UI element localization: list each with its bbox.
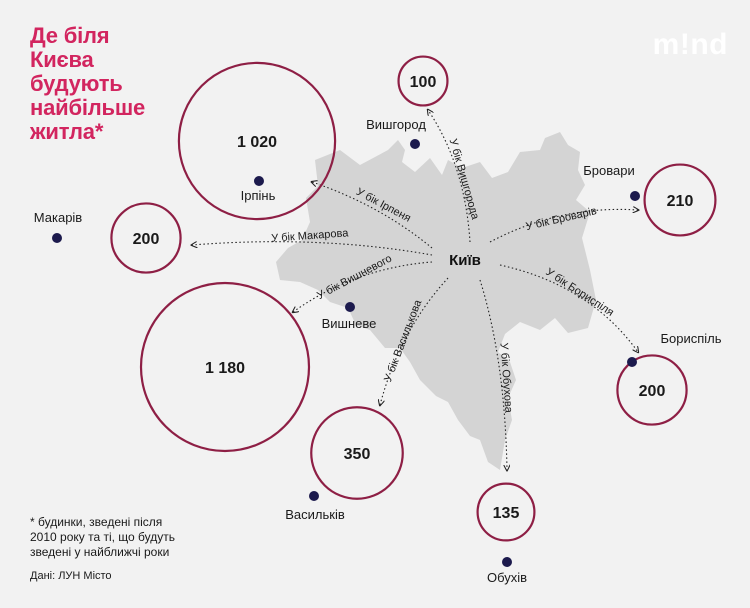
- bubble-value: 135: [493, 505, 520, 522]
- bubble-circle: [110, 202, 182, 274]
- kyiv-city-shape: [276, 132, 596, 470]
- bubble-value: 200: [639, 383, 666, 400]
- town-label: Вишгород: [366, 117, 426, 132]
- title-line: будують: [30, 71, 123, 96]
- data-source: Дані: ЛУН Місто: [30, 570, 112, 582]
- direction-arrow: [489, 209, 638, 243]
- footnote-line: 2010 року та ті, що будуть: [30, 530, 176, 544]
- town-label: Бориспіль: [660, 331, 721, 346]
- footnote-line: зведені у найближчі роки: [30, 545, 170, 559]
- direction-label: У бік Обухова: [498, 342, 515, 414]
- bubble-value: 1 020: [237, 134, 277, 151]
- title-line: Де біля: [30, 23, 110, 48]
- footnote: * будинки, зведені після 2010 року та ті…: [30, 515, 230, 560]
- town-label: Обухів: [487, 570, 527, 585]
- bubble-value: 1 180: [205, 360, 245, 377]
- town-dot: [309, 491, 319, 501]
- direction-arrow: [428, 110, 471, 243]
- town-dot: [410, 139, 420, 149]
- town-label: Вишневе: [322, 316, 377, 331]
- chart-title: Де біля Києва будують найбільше житла*: [30, 24, 170, 144]
- bubble-circle: [616, 354, 688, 426]
- town-label: Бровари: [583, 163, 634, 178]
- bubble-circle: [643, 163, 717, 237]
- direction-label: У бік Макарова: [271, 227, 350, 244]
- town-dot: [254, 176, 264, 186]
- direction-arrow: [192, 241, 433, 256]
- bubble-value: 210: [667, 193, 694, 210]
- direction-arrow: [293, 261, 433, 312]
- center-city-label: Київ: [449, 252, 481, 269]
- bubble-value: 200: [133, 231, 160, 248]
- bubble-circle: [397, 55, 449, 107]
- direction-arrow: [479, 279, 507, 470]
- bubble-value: 350: [344, 446, 371, 463]
- town-label: Васильків: [285, 507, 345, 522]
- town-label: Макарів: [34, 210, 83, 225]
- direction-arrow: [380, 277, 449, 405]
- town-dot: [630, 191, 640, 201]
- town-dot: [627, 357, 637, 367]
- town-dot: [345, 302, 355, 312]
- bubble-circle: [476, 482, 536, 542]
- bubble-circle: [139, 281, 311, 453]
- mind-logo: m!nd: [652, 28, 728, 61]
- title-line: житла*: [30, 119, 104, 144]
- footnote-line: * будинки, зведені після: [30, 515, 163, 529]
- bubble-circle: [177, 61, 337, 221]
- town-dot: [52, 233, 62, 243]
- bubble-value: 100: [410, 74, 437, 91]
- town-dot: [502, 557, 512, 567]
- title-line: найбільше: [30, 95, 146, 120]
- bubble-circle: [310, 406, 404, 500]
- direction-arrow: [499, 264, 638, 352]
- town-label: Ірпінь: [241, 188, 276, 203]
- title-line: Києва: [30, 47, 94, 72]
